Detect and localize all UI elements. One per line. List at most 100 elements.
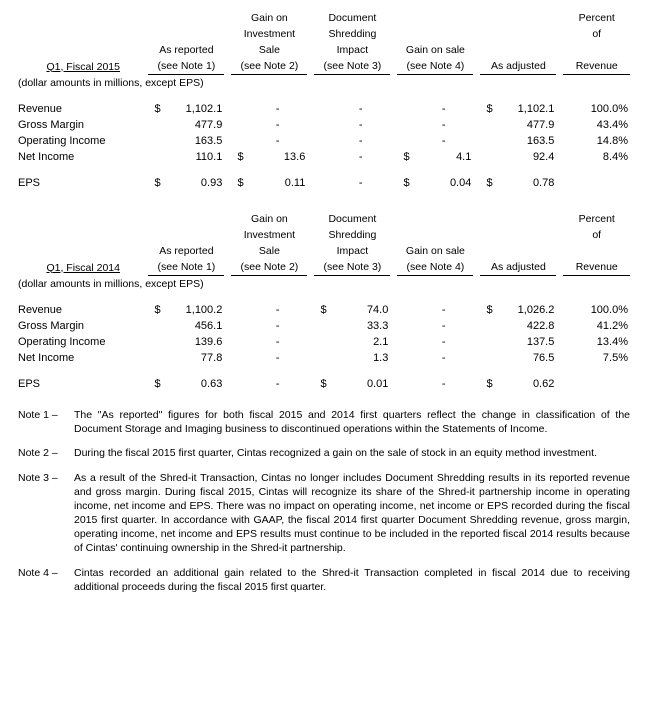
metric-label: Net Income (18, 149, 148, 165)
col-header: Gain on (231, 211, 307, 227)
cell: $ (231, 175, 248, 191)
note-label: Note 1 – (18, 408, 74, 436)
col-header: of (563, 227, 630, 243)
cell: - (248, 101, 307, 117)
cell: 0.62 (497, 376, 556, 392)
cell: - (414, 101, 473, 117)
col-header: As adjusted (480, 259, 556, 276)
cell: 1,102.1 (497, 101, 556, 117)
cell: $ (480, 302, 497, 318)
note-label: Note 3 – (18, 471, 74, 556)
cell: 13.4% (563, 334, 630, 350)
cell: 1,100.2 (165, 302, 224, 318)
cell: 477.9 (497, 117, 556, 133)
col-header: Impact (314, 42, 390, 58)
cell: 74.0 (331, 302, 390, 318)
table-row: Operating Income 163.5 - - - 163.5 14.8% (18, 133, 630, 149)
metric-label: Operating Income (18, 334, 148, 350)
metric-label: EPS (18, 175, 148, 191)
cell: $ (480, 175, 497, 191)
col-header: Gain on (231, 10, 307, 26)
metric-label: Gross Margin (18, 318, 148, 334)
table-row: EPS $0.93 $0.11 - $0.04 $0.78 (18, 175, 630, 191)
cell: - (331, 101, 390, 117)
cell: - (414, 318, 473, 334)
col-header: Gain on sale (397, 243, 473, 259)
cell: - (331, 117, 390, 133)
cell: - (414, 334, 473, 350)
col-header: As reported (148, 243, 224, 259)
note-4: Note 4 – Cintas recorded an additional g… (18, 566, 630, 594)
note-label: Note 4 – (18, 566, 74, 594)
cell: 422.8 (497, 318, 556, 334)
cell: 0.93 (165, 175, 224, 191)
note-text: As a result of the Shred-it Transaction,… (74, 471, 630, 556)
cell: 139.6 (165, 334, 224, 350)
note-3: Note 3 – As a result of the Shred-it Tra… (18, 471, 630, 556)
table-row: Net Income 77.8 - 1.3 - 76.5 7.5% (18, 350, 630, 366)
cell: 0.78 (497, 175, 556, 191)
table-row: Gross Margin 456.1 - 33.3 - 422.8 41.2% (18, 318, 630, 334)
cell (314, 101, 331, 117)
cell: $ (148, 302, 165, 318)
note-label: Note 2 – (18, 446, 74, 460)
cell: 8.4% (563, 149, 630, 165)
cell: 456.1 (165, 318, 224, 334)
table-fiscal-2014: Gain on Document Percent Investment Shre… (18, 211, 630, 392)
table-row: Revenue $1,100.2 - $74.0 - $1,026.2 100.… (18, 302, 630, 318)
col-header: Revenue (563, 58, 630, 75)
cell: - (414, 350, 473, 366)
cell: 33.3 (331, 318, 390, 334)
table-fiscal-2015: Gain on Document Percent Investment Shre… (18, 10, 630, 211)
cell: 477.9 (165, 117, 224, 133)
units-note: (dollar amounts in millions, except EPS) (18, 75, 630, 92)
note-1: Note 1 – The "As reported" figures for b… (18, 408, 630, 436)
cell: $ (148, 376, 165, 392)
table-row: Gross Margin 477.9 - - - 477.9 43.4% (18, 117, 630, 133)
col-header: Impact (314, 243, 390, 259)
cell: $ (480, 101, 497, 117)
cell: 0.01 (331, 376, 390, 392)
cell: 1,102.1 (165, 101, 224, 117)
footnotes: Note 1 – The "As reported" figures for b… (18, 408, 630, 594)
cell: $ (397, 149, 414, 165)
cell: - (248, 302, 307, 318)
cell: 1.3 (331, 350, 390, 366)
cell: - (248, 376, 307, 392)
cell: 0.11 (248, 175, 307, 191)
metric-label: EPS (18, 376, 148, 392)
cell: $ (480, 376, 497, 392)
cell: - (414, 117, 473, 133)
cell: 77.8 (165, 350, 224, 366)
col-header: Sale (231, 243, 307, 259)
cell: - (248, 334, 307, 350)
col-header: (see Note 4) (397, 58, 473, 75)
cell (231, 101, 248, 117)
cell: 163.5 (165, 133, 224, 149)
metric-label: Net Income (18, 350, 148, 366)
cell (397, 101, 414, 117)
cell: 7.5% (563, 350, 630, 366)
cell: 0.04 (414, 175, 473, 191)
col-header: (see Note 1) (148, 58, 224, 75)
cell: 2.1 (331, 334, 390, 350)
cell: $ (231, 149, 248, 165)
col-header: Document (314, 211, 390, 227)
col-header: of (563, 26, 630, 42)
col-header: Sale (231, 42, 307, 58)
cell: $ (148, 101, 165, 117)
cell: 0.63 (165, 376, 224, 392)
note-text: During the fiscal 2015 first quarter, Ci… (74, 446, 630, 460)
col-header: (see Note 2) (231, 259, 307, 276)
col-header: Investment (231, 227, 307, 243)
table-row: EPS $0.63 - $0.01 - $0.62 (18, 376, 630, 392)
table-title-2014: Q1, Fiscal 2014 (18, 259, 148, 276)
cell: 110.1 (165, 149, 224, 165)
cell: - (331, 175, 390, 191)
col-header: (see Note 3) (314, 259, 390, 276)
col-header: As reported (148, 42, 224, 58)
units-note: (dollar amounts in millions, except EPS) (18, 276, 630, 293)
cell: - (331, 133, 390, 149)
cell: - (331, 149, 390, 165)
cell: $ (148, 175, 165, 191)
